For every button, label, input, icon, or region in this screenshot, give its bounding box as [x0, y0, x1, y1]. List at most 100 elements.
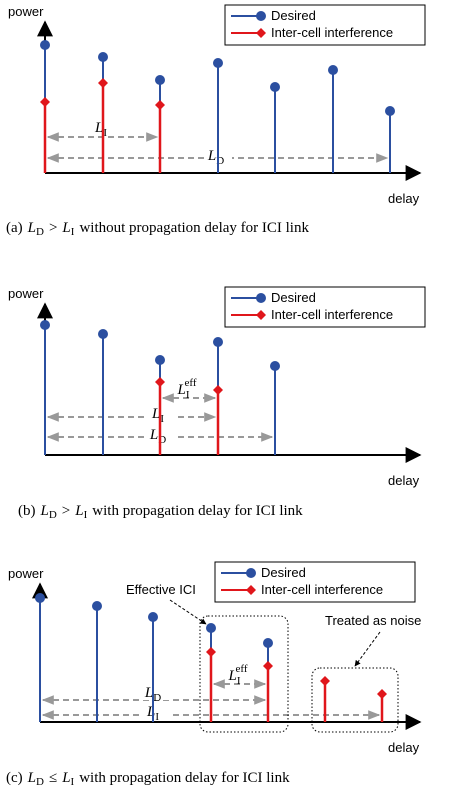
legend-label: Desired: [261, 565, 306, 580]
legend-marker: [256, 310, 266, 320]
caption-left-sub: D: [36, 776, 44, 788]
label-sup: eff: [185, 377, 197, 389]
caption-relation: >: [62, 503, 70, 519]
caption-left-sub: D: [49, 509, 57, 521]
desired-marker: [155, 75, 165, 85]
legend-marker: [246, 568, 256, 578]
desired-marker: [385, 106, 395, 116]
caption-tag: (a): [6, 220, 23, 236]
caption-right-sub: I: [84, 509, 88, 521]
caption-text: without propagation delay for ICI link: [79, 220, 309, 236]
legend-marker: [256, 11, 266, 21]
panel: power delay Desired Inter-cell interference…: [8, 286, 426, 521]
y-axis-label: power: [8, 286, 44, 301]
ici-marker: [320, 676, 330, 686]
caption-relation: ≤: [49, 770, 57, 786]
annotation: Treated as noise: [325, 613, 421, 628]
legend-label: Desired: [271, 290, 316, 305]
desired-marker: [155, 355, 165, 365]
annotation-arrow: [169, 599, 207, 625]
desired-marker: [213, 58, 223, 68]
caption-right: L: [61, 220, 70, 236]
ici-marker: [213, 385, 223, 395]
desired-marker: [40, 40, 50, 50]
label-bg: [175, 379, 203, 397]
caption-left-sub: D: [36, 226, 44, 238]
legend-marker: [246, 585, 256, 595]
legend-label: Desired: [271, 8, 316, 23]
legend-marker: [256, 293, 266, 303]
label-sub: I: [155, 711, 159, 723]
desired-marker: [40, 320, 50, 330]
desired-marker: [263, 638, 273, 648]
desired-marker: [35, 593, 45, 603]
desired-marker: [328, 65, 338, 75]
desired-marker: [92, 601, 102, 611]
ici-marker: [40, 97, 50, 107]
caption-tag: (b): [18, 503, 36, 519]
legend-label: Inter-cell interference: [271, 25, 393, 40]
label-main: L: [149, 427, 158, 443]
desired-marker: [98, 329, 108, 339]
legend-label: Inter-cell interference: [261, 582, 383, 597]
desired-marker: [206, 623, 216, 633]
legend-label: Inter-cell interference: [271, 307, 393, 322]
dimension-label: LI: [146, 704, 159, 723]
label-main: L: [151, 406, 160, 422]
group-box: [199, 615, 289, 733]
label-sub: I: [103, 127, 107, 139]
desired-marker: [270, 82, 280, 92]
ici-marker: [206, 647, 216, 657]
legend-box: [214, 561, 416, 603]
caption-relation: >: [49, 220, 57, 236]
label-main: L: [227, 668, 236, 684]
dimension-label: LIeff: [227, 663, 247, 687]
label-main: L: [144, 685, 153, 701]
annotation-arrow: [354, 631, 381, 667]
x-axis-label: delay: [388, 191, 420, 206]
panel: power delay Desired Inter-cell interference…: [6, 4, 426, 238]
caption-text: with propagation delay for ICI link: [79, 770, 290, 786]
ici-marker: [98, 78, 108, 88]
y-axis-label: power: [8, 566, 44, 581]
y-axis-label: power: [8, 4, 44, 19]
caption: (c) LD ≤ LI with propagation delay for ICI l…: [6, 770, 290, 788]
desired-marker: [213, 337, 223, 347]
ici-marker: [263, 661, 273, 671]
legend-marker: [256, 28, 266, 38]
label-bg: [141, 682, 169, 700]
caption-right: L: [74, 503, 83, 519]
caption-tag: (c): [6, 770, 23, 786]
caption-left: L: [40, 503, 49, 519]
panel: power delay Desired Inter-cell interference…: [6, 561, 422, 788]
dimension-label: LD: [207, 148, 224, 167]
dimension-label: LI: [151, 406, 164, 425]
desired-marker: [148, 612, 158, 622]
label-main: L: [176, 382, 185, 398]
label-sub: D: [153, 692, 161, 704]
dimension-label: LI: [94, 120, 107, 139]
annotation: Effective ICI: [126, 582, 196, 597]
desired-marker: [98, 52, 108, 62]
label-main: L: [207, 148, 216, 164]
group-box: [311, 667, 399, 733]
caption: (a) LD > LI without propagation delay for IC…: [6, 220, 309, 238]
label-sub: D: [216, 155, 224, 167]
label-sub: D: [158, 434, 166, 446]
label-sub: I: [160, 413, 164, 425]
caption-right: L: [61, 770, 70, 786]
dimension-label: LIeff: [176, 377, 196, 401]
ici-marker: [155, 100, 165, 110]
caption: (b) LD > LI with propagation delay for ICI l…: [18, 503, 303, 521]
label-bg: [226, 665, 254, 683]
x-axis-label: delay: [388, 473, 420, 488]
ici-marker: [377, 689, 387, 699]
x-axis-label: delay: [388, 740, 420, 755]
legend-box: [224, 4, 426, 46]
caption-left: L: [27, 220, 36, 236]
label-sub: I: [186, 389, 190, 401]
caption-text: with propagation delay for ICI link: [92, 503, 303, 519]
label-main: L: [146, 704, 155, 720]
ici-marker: [155, 377, 165, 387]
